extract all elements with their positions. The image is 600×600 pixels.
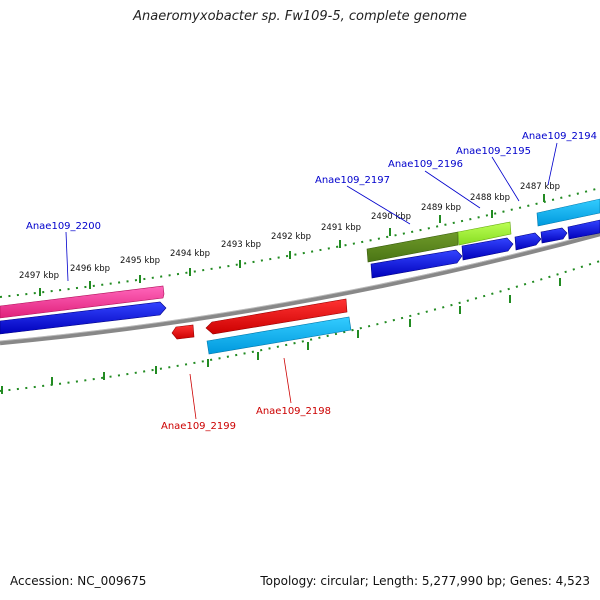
genome-backbone-highlight <box>0 231 600 342</box>
gene-label-anae109-2200[interactable]: Anae109_2200 <box>26 221 101 232</box>
kbp-label: 2493 kbp <box>221 240 261 250</box>
gene-anae109-2200-pink[interactable] <box>0 285 165 319</box>
gene-anae109-2198-cyan[interactable] <box>206 316 352 355</box>
kbp-label: 2492 kbp <box>271 232 311 242</box>
map-title: Anaeromyxobacter sp. Fw109-5, complete g… <box>133 9 467 24</box>
inner-tick-ring <box>0 260 600 392</box>
gene-label-anae109-2199[interactable]: Anae109_2199 <box>161 421 236 432</box>
inner-major-ticks <box>1 278 561 394</box>
gene-blue-cds[interactable] <box>0 301 167 335</box>
gene-anae109-2197-olive[interactable] <box>366 231 459 263</box>
gene-blue-cds[interactable] <box>540 227 568 244</box>
gene-anae109-2198-red[interactable] <box>205 298 348 335</box>
kbp-label: 2490 kbp <box>371 212 411 222</box>
kbp-label: 2497 kbp <box>19 271 59 281</box>
genome-summary-text: Topology: circular; Length: 5,277,990 bp… <box>260 574 590 588</box>
kbp-label: 2495 kbp <box>120 256 160 266</box>
gene-anae109-2194-cyan[interactable] <box>536 198 600 227</box>
forward-leader-lines <box>65 142 558 282</box>
outer-major-ticks <box>39 194 545 296</box>
kbp-label: 2488 kbp <box>470 193 510 203</box>
gene-label-anae109-2194[interactable]: Anae109_2194 <box>522 131 597 142</box>
kbp-label: 2491 kbp <box>321 223 361 233</box>
gene-blue-cds[interactable] <box>567 219 600 240</box>
kbp-label: 2494 kbp <box>170 249 210 259</box>
gene-label-anae109-2198[interactable]: Anae109_2198 <box>256 406 331 417</box>
kbp-label: 2487 kbp <box>520 182 560 192</box>
genome-backbone <box>0 231 600 346</box>
gene-blue-cds[interactable] <box>514 232 542 251</box>
kbp-label: 2489 kbp <box>421 203 461 213</box>
gene-label-anae109-2195[interactable]: Anae109_2195 <box>456 146 531 157</box>
gene-blue-cds[interactable] <box>370 249 463 279</box>
gene-anae109-2196-lime[interactable] <box>457 221 512 246</box>
gene-anae109-2199-red[interactable] <box>171 324 195 340</box>
reverse-leader-lines <box>189 357 292 420</box>
kbp-label: 2496 kbp <box>70 264 110 274</box>
gene-label-anae109-2196[interactable]: Anae109_2196 <box>388 159 463 170</box>
accession-text: Accession: NC_009675 <box>10 574 147 588</box>
gene-label-anae109-2197[interactable]: Anae109_2197 <box>315 175 390 186</box>
gene-blue-cds[interactable] <box>461 237 514 261</box>
